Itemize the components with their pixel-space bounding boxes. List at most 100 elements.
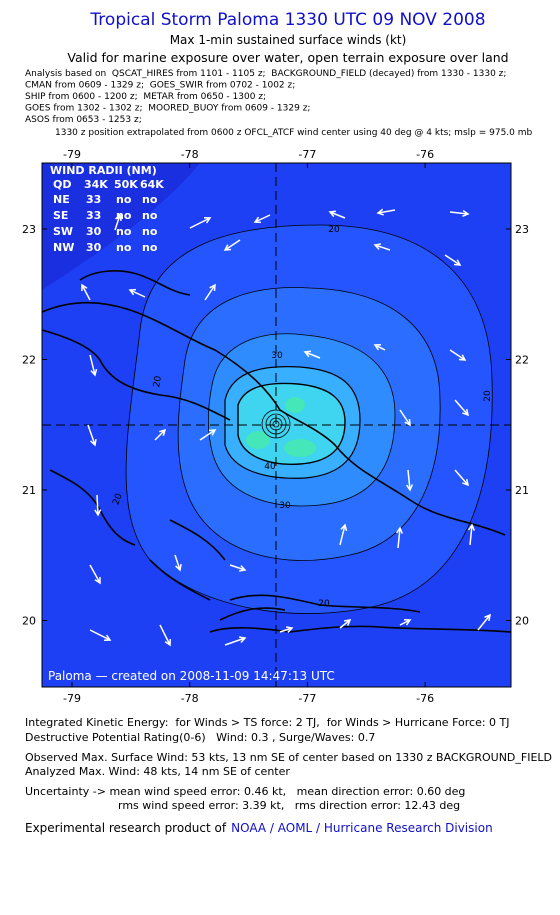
wind-vector — [399, 619, 412, 626]
wind-radii-cell: no — [142, 241, 158, 254]
footer: Integrated Kinetic Energy: for Winds > T… — [25, 716, 552, 812]
lat-tick-label: 21 — [22, 484, 36, 497]
wind-vector — [399, 409, 411, 427]
footer-line: Observed Max. Surface Wind: 53 kts, 13 n… — [25, 751, 552, 764]
wind-radii-header: 64K — [140, 178, 164, 191]
max-wind-region — [246, 431, 270, 449]
wind-radii-cell: no — [142, 225, 158, 238]
footer-line: Integrated Kinetic Energy: for Winds > T… — [25, 716, 510, 729]
footer-line: Uncertainty -> mean wind speed error: 0.… — [25, 785, 465, 798]
lon-tick-label: -78 — [181, 692, 199, 705]
center-crosshair — [42, 163, 511, 687]
wind-vector — [189, 217, 212, 229]
lat-tick-label: 21 — [515, 484, 529, 497]
lat-tick-label: 22 — [515, 354, 529, 367]
wind-radii-cell: 33 — [86, 193, 101, 206]
coastline — [42, 270, 511, 633]
lon-tick-label: -76 — [416, 148, 434, 161]
wind-vectors — [81, 208, 491, 647]
footer-line: Destructive Potential Rating(0-6) Wind: … — [25, 731, 375, 744]
contour-label: 40 — [264, 462, 276, 472]
lat-tick-label: 23 — [22, 223, 36, 236]
wind-radii-cell: 30 — [86, 225, 102, 238]
lon-tick-label: -79 — [63, 148, 81, 161]
lon-tick-label: -77 — [298, 148, 316, 161]
wind-vector — [405, 469, 414, 492]
wind-vector — [395, 526, 404, 549]
wind-vector — [454, 399, 470, 417]
wind-radii-cell: no — [142, 209, 158, 222]
contour-label: 30 — [279, 501, 291, 511]
analysis-line: Analysis based on QSCAT_HIRES from 1101 … — [25, 69, 506, 79]
contour-label: 20 — [111, 492, 124, 506]
wind-vector — [279, 626, 294, 633]
wind-vector — [223, 239, 241, 251]
wind-radii-cell: no — [116, 241, 132, 254]
wind-vector — [376, 208, 396, 216]
lat-tick-label: 20 — [22, 615, 36, 628]
contour-label: 20 — [328, 225, 340, 235]
wind-vector — [477, 613, 491, 631]
map-ticks: -79 -79 -78 -78 -77 -77 -76 -76 23 23 22 22 21 21 20 20 — [22, 148, 529, 705]
map: 20 20 20 20 20 30 30 40 WIND RADII (NM)QD 34K 50K… — [42, 163, 511, 687]
wind-radii-cell: SW — [53, 225, 73, 238]
wind-vector — [328, 210, 346, 219]
contour-labels: 20 20 20 20 20 30 30 40 — [111, 225, 493, 609]
wind-vector — [339, 619, 352, 629]
credit-prefix: Experimental research product of — [25, 821, 227, 835]
footer-line: rms wind speed error: 3.39 kt, rms direc… — [118, 799, 460, 812]
max-wind-region — [284, 439, 316, 457]
analysis-line: CMAN from 0609 - 1329 z; GOES_SWIR from … — [25, 81, 295, 91]
wind-radii-cell: 33 — [86, 209, 101, 222]
wind-vector — [114, 213, 122, 231]
wind-radii-cell: 30 — [86, 241, 102, 254]
lat-tick-label: 22 — [22, 354, 36, 367]
wind-radii-cell: NE — [53, 193, 70, 206]
wind-vector — [89, 629, 112, 641]
title: Tropical Storm Paloma 1330 UTC 09 NOV 20… — [89, 10, 485, 30]
wind-vector — [224, 636, 247, 646]
wind-vector — [253, 214, 271, 224]
wind-vector — [449, 209, 470, 217]
wind-vector — [89, 354, 98, 377]
wind-vector — [444, 254, 462, 266]
max-wind-region — [285, 397, 305, 413]
position-note: 1330 z position extrapolated from 0600 z… — [55, 128, 533, 138]
wind-radii-cell: NW — [53, 241, 74, 254]
contour-label: 20 — [152, 375, 164, 388]
wind-vector — [467, 523, 476, 546]
wind-vector — [89, 564, 101, 585]
lon-tick-label: -79 — [63, 692, 81, 705]
wind-vector — [199, 429, 217, 441]
contour-label: 20 — [483, 390, 493, 402]
wind-vector — [154, 428, 167, 441]
wind-vector — [303, 350, 321, 359]
analysis-line: GOES from 1302 - 1302 z; MOORED_BUOY fro… — [25, 104, 310, 114]
wind-radii-cell: no — [142, 193, 158, 206]
wind-vector — [339, 523, 348, 546]
analysis-line: ASOS from 0653 - 1253 z; — [25, 115, 142, 125]
wind-vector — [373, 243, 391, 251]
map-frame — [41, 162, 512, 688]
wind-vector — [204, 283, 216, 301]
wind-vector — [128, 288, 146, 298]
footer-line: Analyzed Max. Wind: 48 kts, 14 nm SE of … — [25, 765, 290, 778]
contour-label: 20 — [318, 599, 330, 609]
analysis-line: SHIP from 0600 - 1200 z; METAR from 0650… — [25, 92, 266, 102]
wind-radii-title: WIND RADII (NM) — [50, 164, 157, 177]
credit-link[interactable]: NOAA / AOML / Hurricane Research Divisio… — [231, 821, 493, 835]
wind-vector — [174, 554, 182, 572]
lat-tick-label: 23 — [515, 223, 529, 236]
wind-radii-header: 50K — [114, 178, 138, 191]
wind-vector — [81, 283, 91, 301]
wind-vector — [87, 424, 97, 447]
subtitle: Max 1-min sustained surface winds (kt) — [170, 33, 407, 47]
lat-tick-label: 20 — [515, 615, 529, 628]
wind-vector — [449, 349, 467, 361]
wind-radii-cell: no — [116, 225, 132, 238]
valid-note: Valid for marine exposure over water, op… — [67, 50, 508, 65]
wind-vector — [94, 494, 102, 517]
wind-radii-cell: no — [116, 209, 132, 222]
wind-vector — [159, 624, 171, 647]
